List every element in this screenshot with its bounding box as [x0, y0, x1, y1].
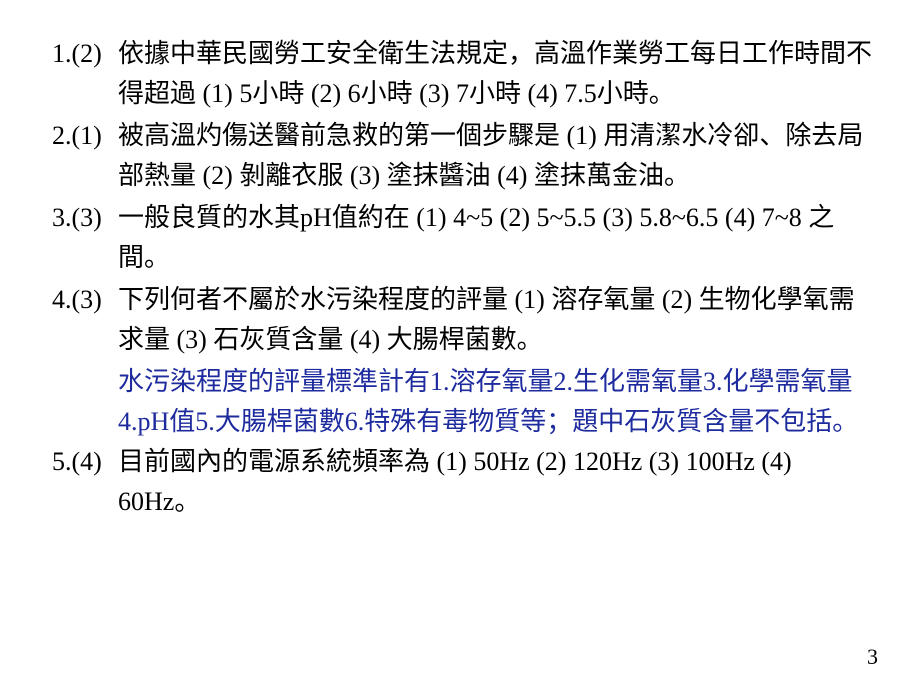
question-2: 2.(1) 被高溫灼傷送醫前急救的第一個步驟是 (1) 用清潔水冷卻、除去局部熱… — [52, 116, 872, 196]
question-1: 1.(2) 依據中華民國勞工安全衛生法規定，高溫作業勞工每日工作時間不得超過 (… — [52, 34, 872, 114]
question-number: 5.(4) — [52, 442, 118, 482]
question-number: 4.(3) — [52, 280, 118, 320]
question-text: 依據中華民國勞工安全衛生法規定，高溫作業勞工每日工作時間不得超過 (1) 5小時… — [118, 34, 872, 114]
question-text: 被高溫灼傷送醫前急救的第一個步驟是 (1) 用清潔水冷卻、除去局部熱量 (2) … — [118, 116, 872, 196]
question-5: 5.(4) 目前國內的電源系統頻率為 (1) 50Hz (2) 120Hz (3… — [52, 442, 872, 522]
question-text: 下列何者不屬於水污染程度的評量 (1) 溶存氧量 (2) 生物化學氧需求量 (3… — [118, 280, 872, 360]
question-number: 1.(2) — [52, 34, 118, 74]
question-4: 4.(3) 下列何者不屬於水污染程度的評量 (1) 溶存氧量 (2) 生物化學氧… — [52, 280, 872, 360]
question-4-explanation: 水污染程度的評量標準計有1.溶存氧量2.生化需氧量3.化學需氧量4.pH值5.大… — [118, 362, 872, 442]
question-text: 目前國內的電源系統頻率為 (1) 50Hz (2) 120Hz (3) 100H… — [118, 442, 872, 522]
question-number: 3.(3) — [52, 198, 118, 238]
page: 1.(2) 依據中華民國勞工安全衛生法規定，高溫作業勞工每日工作時間不得超過 (… — [0, 0, 920, 690]
question-3: 3.(3) 一般良質的水其pH值約在 (1) 4~5 (2) 5~5.5 (3)… — [52, 198, 872, 278]
question-text: 一般良質的水其pH值約在 (1) 4~5 (2) 5~5.5 (3) 5.8~6… — [118, 198, 872, 278]
page-number: 3 — [867, 644, 878, 670]
question-number: 2.(1) — [52, 116, 118, 156]
